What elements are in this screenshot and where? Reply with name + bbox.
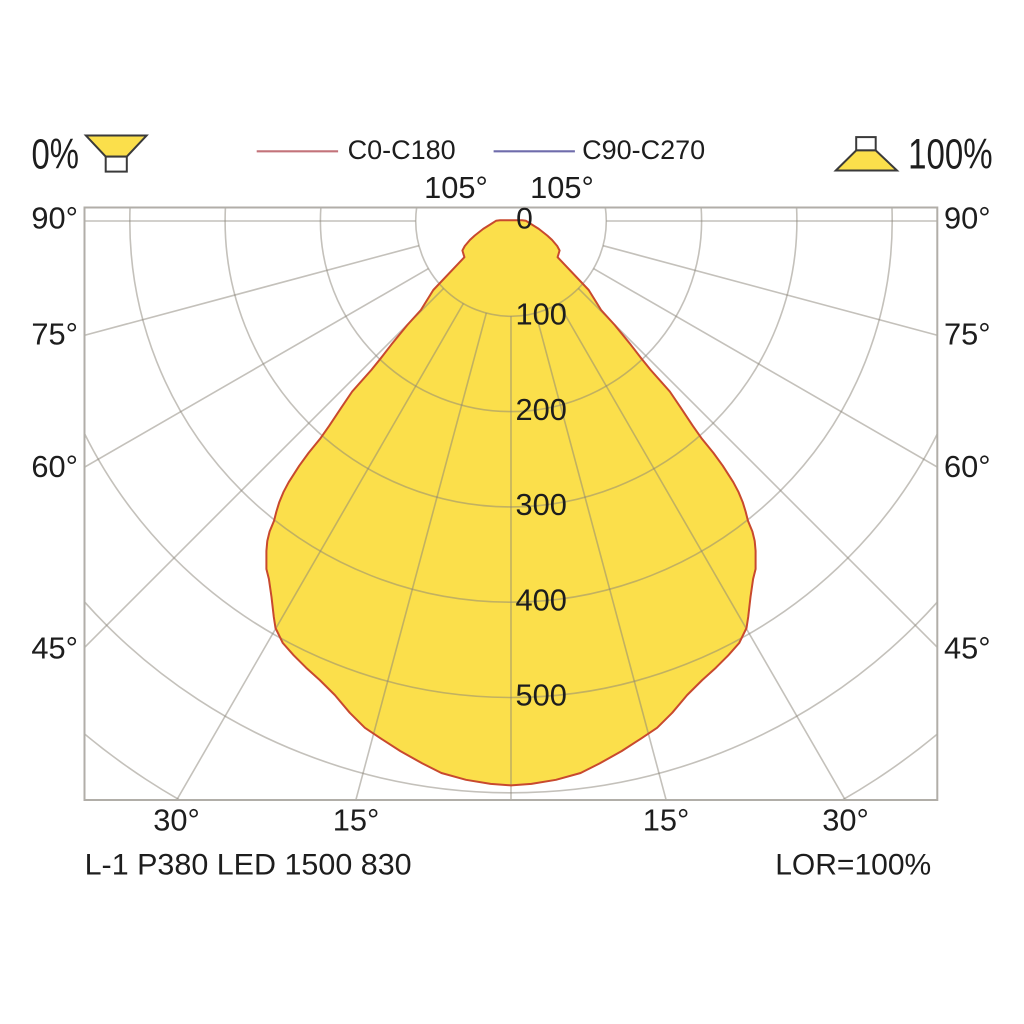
svg-text:15°: 15° <box>643 803 690 838</box>
svg-text:LOR=100%: LOR=100% <box>775 849 931 882</box>
svg-text:90°: 90° <box>944 201 991 236</box>
svg-text:105°: 105° <box>424 170 488 205</box>
svg-text:75°: 75° <box>944 317 991 352</box>
svg-text:100: 100 <box>516 297 567 332</box>
svg-text:500: 500 <box>516 678 567 713</box>
svg-text:0%: 0% <box>32 131 80 179</box>
svg-text:45°: 45° <box>944 630 991 665</box>
svg-text:60°: 60° <box>31 449 78 484</box>
svg-text:100%: 100% <box>908 131 993 179</box>
svg-text:400: 400 <box>516 582 567 617</box>
svg-text:C90-C270: C90-C270 <box>582 135 705 165</box>
svg-text:200: 200 <box>516 392 567 427</box>
svg-text:45°: 45° <box>31 630 78 665</box>
svg-text:60°: 60° <box>944 449 991 484</box>
svg-text:L-1 P380 LED 1500 830: L-1 P380 LED 1500 830 <box>85 849 412 882</box>
svg-text:300: 300 <box>516 487 567 522</box>
svg-text:15°: 15° <box>333 803 380 838</box>
svg-text:30°: 30° <box>822 803 869 838</box>
svg-text:30°: 30° <box>153 803 200 838</box>
svg-text:C0-C180: C0-C180 <box>348 135 456 165</box>
svg-text:0: 0 <box>516 203 533 236</box>
svg-text:90°: 90° <box>31 201 78 236</box>
svg-text:105°: 105° <box>530 170 594 205</box>
svg-text:75°: 75° <box>31 317 78 352</box>
